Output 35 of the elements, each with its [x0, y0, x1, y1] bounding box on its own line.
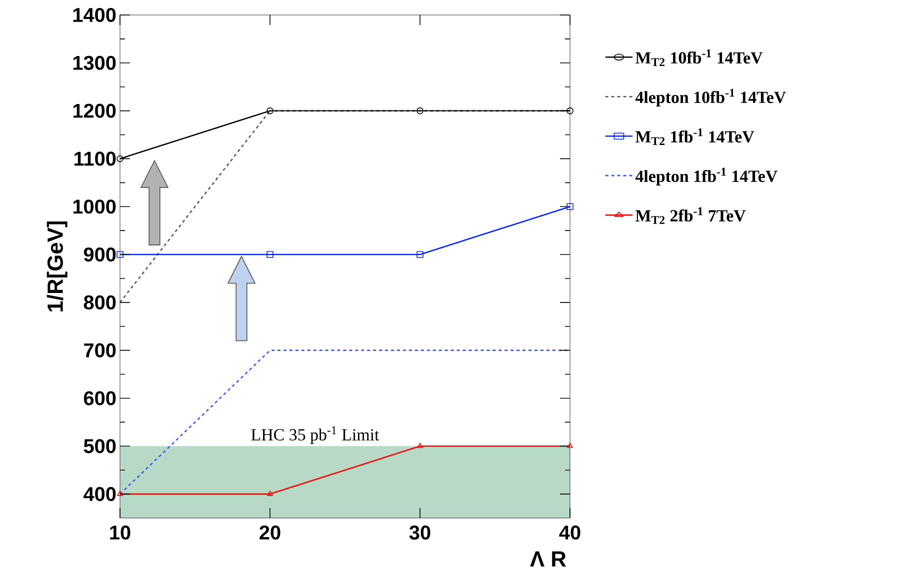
x-tick-label: 40: [559, 526, 580, 540]
y-axis-title: 1/R[GeV]: [46, 221, 68, 312]
point: [266, 251, 274, 258]
y-tick-label: 800: [84, 295, 116, 310]
point: [567, 442, 573, 448]
y-tick-label: 600: [84, 391, 116, 406]
y-tick-label: 1100: [74, 152, 116, 166]
y-tick-label: 400: [84, 487, 116, 502]
point: [416, 107, 424, 114]
y-tick-label: 700: [84, 343, 116, 358]
x-tick-label: 20: [260, 526, 280, 540]
x-tick-label: 10: [110, 526, 130, 540]
legend-label: 4lepton 10fb$^{-1}$ 14TeV: [635, 88, 786, 107]
y-tick-label: 1000: [73, 200, 116, 214]
legend-label: M$_{T2}$ 10fb$^{-1}$ 14TeV: [635, 49, 763, 66]
point: [416, 251, 424, 258]
point: [266, 107, 274, 114]
band-label: LHC 35 pb$^{-1}$ Limit: [251, 426, 380, 444]
y-tick-label: 1200: [73, 104, 116, 118]
point: [116, 155, 124, 162]
point: [116, 251, 124, 258]
legend-label: 4lepton 1fb$^{-1}$ 14TeV: [635, 168, 778, 186]
point: [267, 490, 273, 496]
x-tick-label: 30: [409, 526, 430, 540]
y-tick-label: 1400: [73, 8, 116, 22]
point: [566, 203, 574, 210]
y-tick-label: 900: [84, 247, 116, 262]
y-tick-label: 1300: [73, 56, 116, 70]
point: [117, 490, 123, 496]
legend-label: M$_{T2}$ 1fb$^{-1}$ 14TeV: [635, 128, 754, 145]
x-axis-title: Λ R: [530, 551, 566, 566]
y-tick-label: 500: [84, 439, 116, 454]
point: [417, 442, 423, 448]
point: [566, 107, 574, 114]
legend-label: M$_{T2}$ 2fb$^{-1}$ 7TeV: [635, 207, 746, 224]
